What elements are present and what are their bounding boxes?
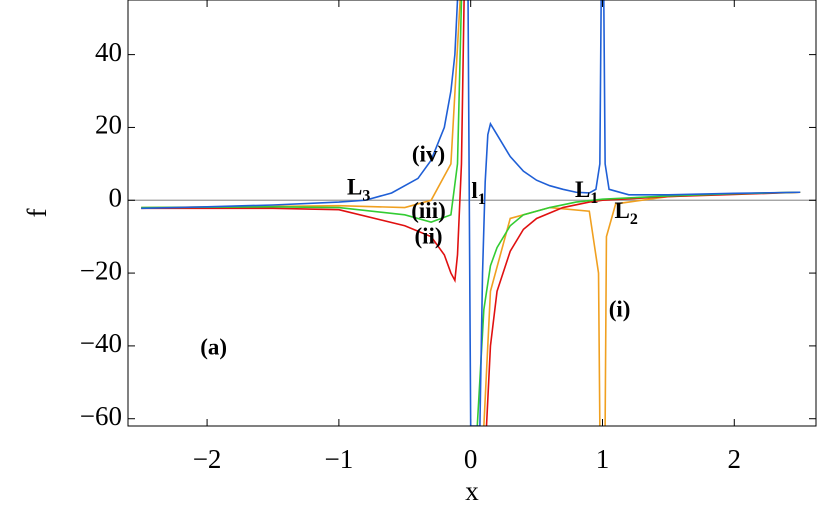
annotation: l1	[471, 178, 485, 207]
x-tick-label: −2	[193, 444, 222, 474]
y-tick-label: 40	[95, 37, 122, 67]
x-tick-label: 1	[596, 444, 610, 474]
x-tick-label: −1	[325, 444, 354, 474]
annotation-text: L	[575, 177, 590, 202]
annotation-text: L	[347, 175, 362, 200]
x-axis-label: x	[465, 476, 479, 506]
x-tick-label: 0	[464, 444, 478, 474]
y-tick-label: −40	[80, 328, 122, 358]
annotation-subscript: 2	[630, 211, 638, 228]
annotation-text: l	[471, 178, 477, 203]
y-tick-label: −20	[80, 255, 122, 285]
x-tick-label: 2	[728, 444, 742, 474]
y-tick-label: −60	[80, 401, 122, 431]
annotation: (ii)	[414, 224, 442, 249]
annotation: (i)	[609, 297, 631, 322]
series-line	[141, 0, 801, 426]
annotation: (a)	[200, 335, 227, 360]
annotation-text: (iii)	[411, 198, 446, 223]
y-tick-label: 0	[109, 182, 123, 212]
annotation: L3	[347, 175, 370, 204]
annotation: L2	[615, 198, 638, 227]
annotation-subscript: 1	[590, 190, 598, 207]
annotation-subscript: 1	[478, 191, 486, 208]
annotation-text: (a)	[200, 335, 227, 360]
annotation: (iv)	[412, 142, 445, 167]
annotation: L1	[575, 177, 598, 206]
annotation-text: (ii)	[414, 224, 442, 249]
annotation: (iii)	[411, 198, 446, 223]
annotation-text: (iv)	[412, 142, 445, 167]
annotation-subscript: 3	[362, 187, 370, 204]
annotation-text: (i)	[609, 297, 631, 322]
y-tick-label: 20	[95, 110, 122, 140]
annotation-text: L	[615, 198, 630, 223]
y-axis-label: f	[22, 209, 52, 218]
plot-frame	[127, 0, 817, 427]
series-line	[141, 0, 801, 426]
plot-area	[141, 0, 801, 426]
